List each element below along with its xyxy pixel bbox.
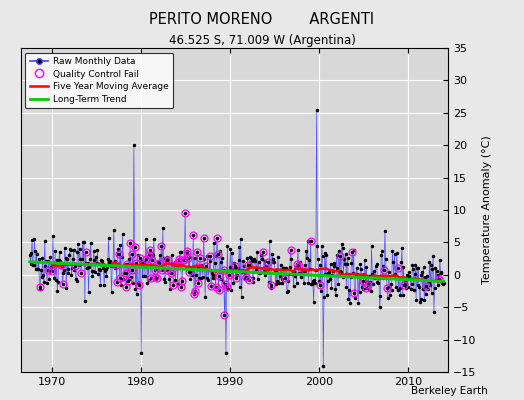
- Y-axis label: Temperature Anomaly (°C): Temperature Anomaly (°C): [482, 136, 492, 284]
- Text: Berkeley Earth: Berkeley Earth: [411, 386, 487, 396]
- Text: PERITO MORENO        ARGENTI: PERITO MORENO ARGENTI: [149, 12, 375, 27]
- Legend: Raw Monthly Data, Quality Control Fail, Five Year Moving Average, Long-Term Tren: Raw Monthly Data, Quality Control Fail, …: [26, 52, 173, 108]
- Text: 46.525 S, 71.009 W (Argentina): 46.525 S, 71.009 W (Argentina): [169, 34, 355, 47]
